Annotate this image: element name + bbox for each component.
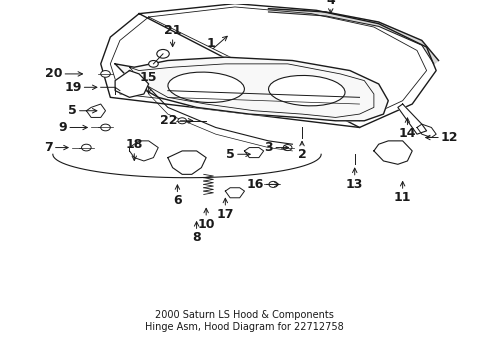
Text: 7: 7 [44,141,53,154]
Circle shape [81,144,91,151]
Text: 10: 10 [197,218,214,231]
Circle shape [148,60,158,67]
Text: 21: 21 [163,24,181,37]
Text: 4: 4 [325,0,334,7]
Polygon shape [139,4,435,127]
Text: 20: 20 [45,67,62,80]
Polygon shape [244,148,263,158]
Polygon shape [115,57,387,121]
Circle shape [157,49,169,58]
Text: 3: 3 [264,141,273,154]
Polygon shape [268,9,325,16]
Polygon shape [416,124,435,138]
Text: 9: 9 [59,121,67,134]
Text: 17: 17 [216,208,234,221]
Text: 18: 18 [125,138,142,151]
Text: 22: 22 [160,114,177,127]
Text: 15: 15 [140,71,157,84]
Polygon shape [167,151,206,174]
Text: 14: 14 [398,127,415,140]
Text: 19: 19 [64,81,81,94]
Polygon shape [129,141,158,161]
Text: 1: 1 [206,37,215,50]
Text: 13: 13 [346,178,363,191]
Circle shape [101,71,110,77]
Ellipse shape [167,72,244,103]
Text: 2000 Saturn LS Hood & Components
Hinge Asm, Hood Diagram for 22712758: 2000 Saturn LS Hood & Components Hinge A… [145,310,343,332]
Text: 12: 12 [440,131,458,144]
Polygon shape [325,12,378,26]
Polygon shape [397,104,426,134]
Circle shape [101,124,110,131]
Circle shape [268,181,277,188]
Polygon shape [86,104,105,117]
Polygon shape [373,141,411,164]
Text: 6: 6 [173,194,182,207]
Ellipse shape [268,76,345,106]
Circle shape [283,145,291,150]
Text: 8: 8 [192,231,201,244]
Polygon shape [225,188,244,198]
Text: 11: 11 [393,191,410,204]
Polygon shape [378,22,421,45]
Circle shape [178,118,186,124]
Text: 2: 2 [297,148,306,161]
Polygon shape [115,71,148,97]
Text: 5: 5 [68,104,77,117]
Text: 16: 16 [246,178,263,191]
Text: 5: 5 [226,148,234,161]
Polygon shape [421,40,438,64]
